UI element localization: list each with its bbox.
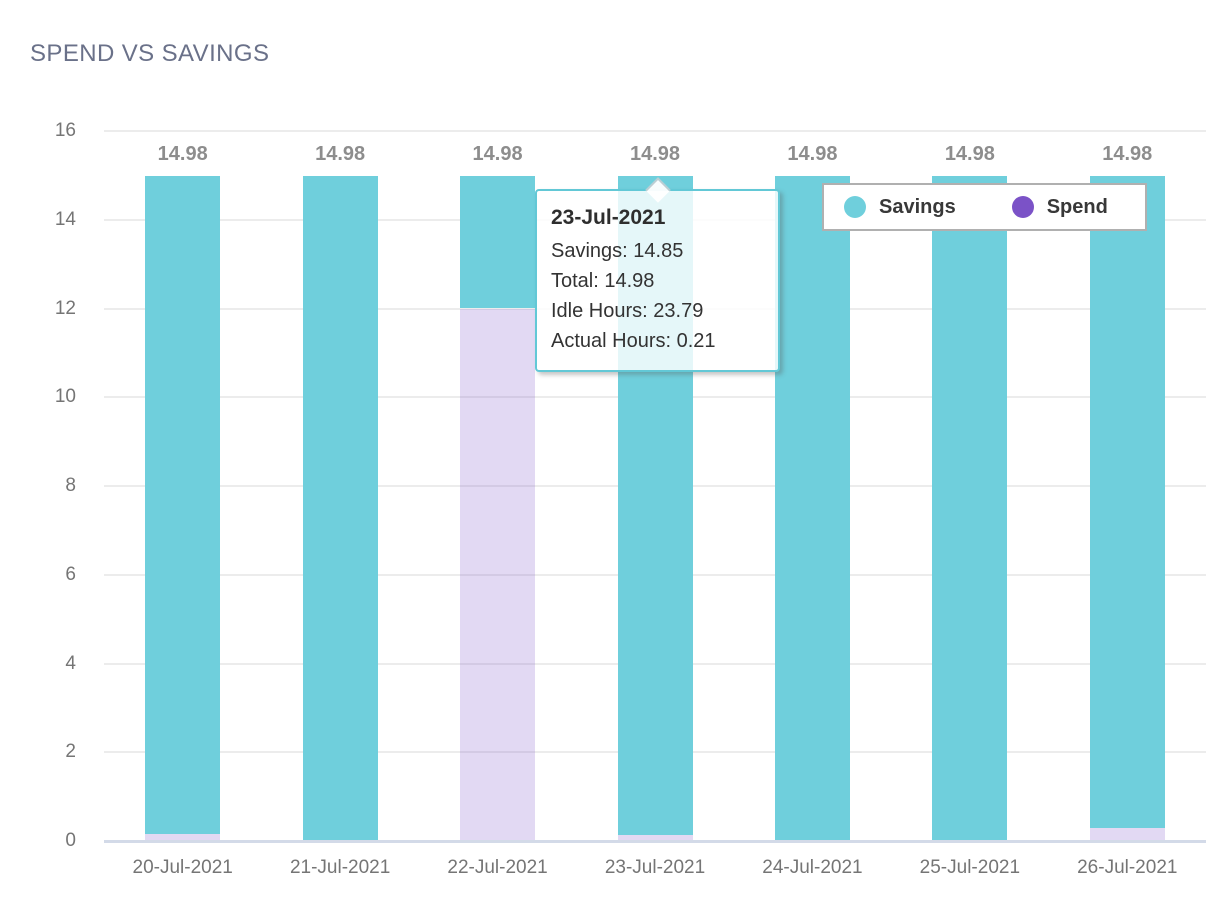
chart-title: SPEND VS SAVINGS — [30, 40, 270, 67]
y-axis-tick-6: 6 — [65, 563, 76, 585]
tooltip-idle-hours-line: Idle Hours: 23.79 — [551, 300, 704, 322]
tooltip-actual-hours-line: Actual Hours: 0.21 — [551, 330, 716, 352]
y-axis-tick-16: 16 — [54, 120, 76, 141]
savings-series-dot-icon — [844, 196, 866, 218]
bar-26-Jul-2021-savings[interactable] — [1089, 176, 1165, 828]
legend-item-savings[interactable]: Savings — [844, 196, 956, 219]
x-axis-tick-26-Jul-2021: 26-Jul-2021 — [1077, 857, 1178, 878]
bar-21-Jul-2021-savings[interactable] — [302, 176, 378, 841]
legend-label-savings: Savings — [879, 195, 956, 218]
bar-total-label-26-Jul-2021: 14.98 — [1102, 143, 1153, 166]
x-axis-tick-25-Jul-2021: 25-Jul-2021 — [919, 857, 1021, 878]
bar-total-label-22-Jul-2021: 14.98 — [472, 143, 523, 166]
x-axis-tick-23-Jul-2021: 23-Jul-2021 — [604, 857, 706, 878]
tooltip-total-line: Total: 14.98 — [551, 270, 655, 292]
y-axis-tick-2: 2 — [65, 741, 76, 763]
bar-25-Jul-2021-savings[interactable] — [932, 176, 1008, 841]
x-axis-tick-21-Jul-2021: 21-Jul-2021 — [289, 857, 391, 878]
bar-22-Jul-2021-savings[interactable] — [460, 176, 536, 309]
bar-20-Jul-2021-spend[interactable] — [145, 834, 221, 841]
bar-total-label-23-Jul-2021: 14.98 — [629, 143, 681, 166]
bar-22-Jul-2021-spend[interactable] — [460, 308, 536, 841]
legend-label-spend: Spend — [1046, 195, 1108, 218]
chart-tooltip: 23-Jul-2021 Savings: 14.85 Total: 14.98 … — [535, 189, 780, 372]
y-axis-tick-0: 0 — [65, 830, 76, 851]
x-axis-line — [104, 840, 1206, 843]
x-axis-tick-22-Jul-2021: 22-Jul-2021 — [447, 857, 548, 878]
y-axis-tick-10: 10 — [54, 386, 76, 408]
bar-24-Jul-2021-savings[interactable] — [774, 176, 850, 841]
bar-total-label-21-Jul-2021: 14.98 — [315, 143, 366, 166]
y-axis-tick-14: 14 — [54, 208, 76, 230]
bar-20-Jul-2021-savings[interactable] — [145, 176, 221, 835]
y-axis-tick-8: 8 — [65, 475, 76, 496]
bar-total-label-25-Jul-2021: 14.98 — [944, 143, 995, 166]
spend-series-dot-icon — [1011, 196, 1034, 218]
bar-total-label-24-Jul-2021: 14.98 — [787, 143, 838, 166]
legend-item-spend[interactable]: Spend — [1011, 195, 1108, 219]
bar-total-label-20-Jul-2021: 14.98 — [157, 143, 208, 166]
bar-23-Jul-2021-spend[interactable] — [617, 835, 693, 841]
chart-legend: Savings Spend — [822, 183, 1147, 231]
gridline-y16 — [104, 130, 1206, 132]
x-axis-tick-24-Jul-2021: 24-Jul-2021 — [762, 857, 863, 878]
y-axis-tick-4: 4 — [65, 652, 76, 674]
x-axis-tick-20-Jul-2021: 20-Jul-2021 — [132, 857, 233, 878]
tooltip-savings-line: Savings: 14.85 — [551, 240, 684, 262]
bar-26-Jul-2021-spend[interactable] — [1089, 827, 1165, 841]
y-axis-tick-12: 12 — [54, 297, 76, 319]
tooltip-date: 23-Jul-2021 — [551, 206, 666, 229]
